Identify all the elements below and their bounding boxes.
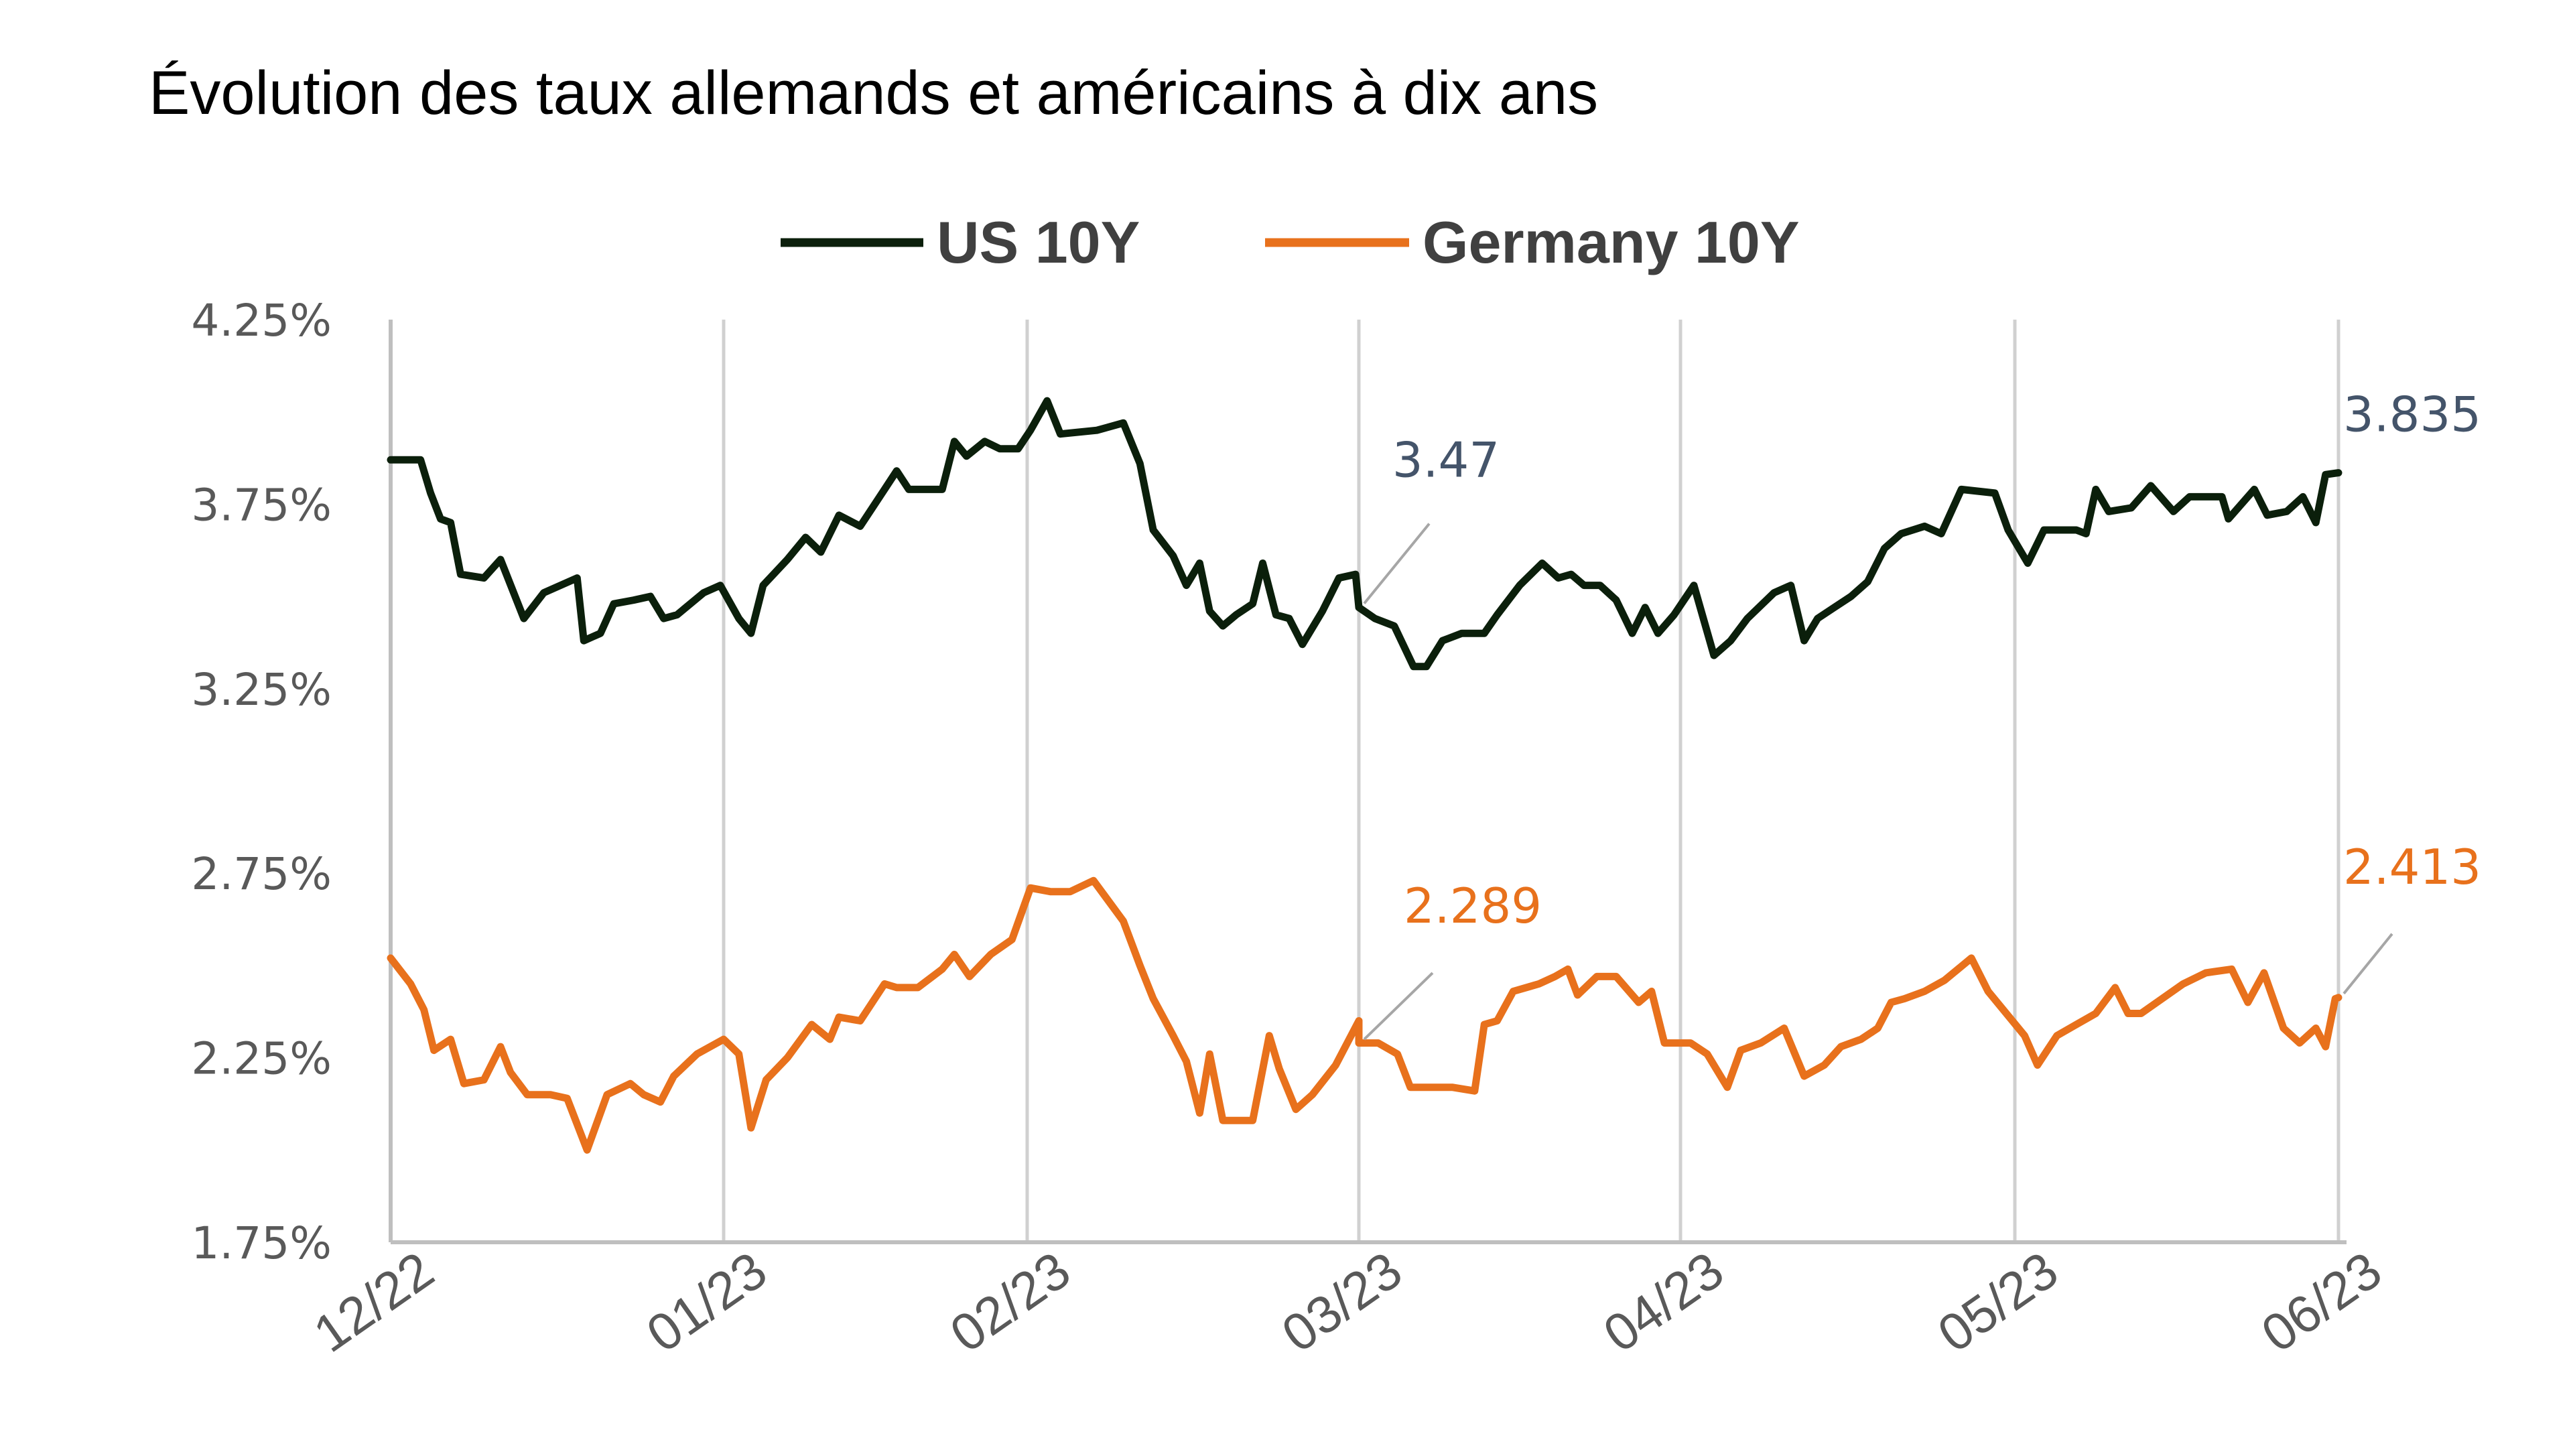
- y-tick-label: 2.25%: [191, 1033, 332, 1085]
- axes: [389, 320, 2347, 1244]
- x-tick-label: 05/23: [1927, 1240, 2068, 1364]
- data-label: 3.835: [2343, 387, 2481, 443]
- gridlines: [722, 320, 2340, 1242]
- data-label: 2.413: [2343, 839, 2481, 895]
- x-tick-label: 03/23: [1271, 1240, 1412, 1364]
- annotation-leader-line: [1363, 523, 1431, 604]
- legend-item-germany[interactable]: Germany 10Y: [1265, 209, 1800, 275]
- series: [387, 397, 2343, 1154]
- legend: US 10Y Germany 10Y: [781, 209, 1800, 275]
- legend-label-us: US 10Y: [937, 209, 1140, 275]
- annotation-leader-line: [1363, 972, 1434, 1041]
- annotations: 3.47 3.835 2.289 2.413: [1363, 387, 2481, 1041]
- y-tick-label: 1.75%: [191, 1217, 332, 1269]
- legend-label-germany: Germany 10Y: [1423, 209, 1800, 275]
- y-axis-ticks: 4.25% 3.75% 3.25% 2.75% 2.25% 1.75%: [191, 295, 332, 1269]
- x-tick-label: 06/23: [2251, 1240, 2391, 1364]
- x-axis-ticks: 12/22 01/23 02/23 03/23 04/23 05/23 06/23: [303, 1240, 2391, 1364]
- x-tick-label: 01/23: [636, 1240, 777, 1364]
- series-line-us-10y: [387, 397, 2343, 671]
- y-tick-label: 4.25%: [191, 295, 332, 346]
- series-line-germany-10y: [387, 876, 2343, 1154]
- y-tick-label: 3.75%: [191, 479, 332, 531]
- legend-item-us[interactable]: US 10Y: [781, 209, 1140, 275]
- y-tick-label: 2.75%: [191, 848, 332, 900]
- annotation-leader-line: [2343, 933, 2393, 995]
- x-tick-label: 04/23: [1593, 1240, 1733, 1364]
- chart-title: Évolution des taux allemands et américai…: [149, 59, 1598, 127]
- data-label: 3.47: [1392, 432, 1500, 488]
- x-tick-label: 02/23: [939, 1240, 1080, 1364]
- y-tick-label: 3.25%: [191, 664, 332, 716]
- data-label: 2.289: [1404, 878, 1542, 934]
